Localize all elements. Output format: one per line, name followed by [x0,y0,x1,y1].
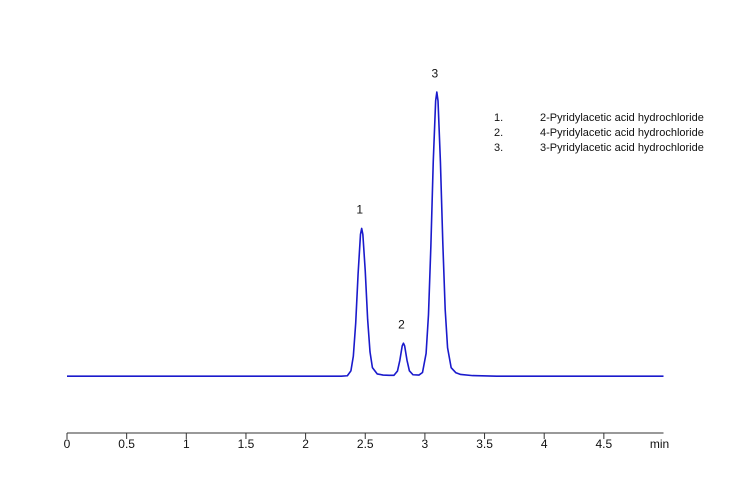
legend-number: 2. [494,127,503,139]
peak-label: 2 [398,317,405,331]
x-tick-label: 1 [183,437,190,451]
x-tick-label: 0 [64,437,71,451]
chromatogram-line [67,91,664,377]
legend-name: 2-Pyridylacetic acid hydrochloride [540,112,704,124]
peak-label: 3 [431,66,438,80]
x-tick-label: 2.5 [357,437,374,451]
x-tick-label: 1.5 [238,437,255,451]
peak-label: 1 [356,203,363,217]
x-tick-label: 0.5 [118,437,135,451]
x-tick-label: 4.5 [596,437,613,451]
legend-number: 1. [494,112,503,124]
x-tick-label: 4 [541,437,548,451]
legend-number: 3. [494,142,503,154]
x-tick-label: 3.5 [476,437,493,451]
x-tick-label: 3 [422,437,429,451]
legend-name: 4-Pyridylacetic acid hydrochloride [540,127,704,139]
legend-name: 3-Pyridylacetic acid hydrochloride [540,142,704,154]
x-axis-label: min [650,437,669,451]
x-tick-label: 2 [302,437,309,451]
legend: 1. 2-Pyridylacetic acid hydrochloride 2. 4-… [494,112,704,154]
